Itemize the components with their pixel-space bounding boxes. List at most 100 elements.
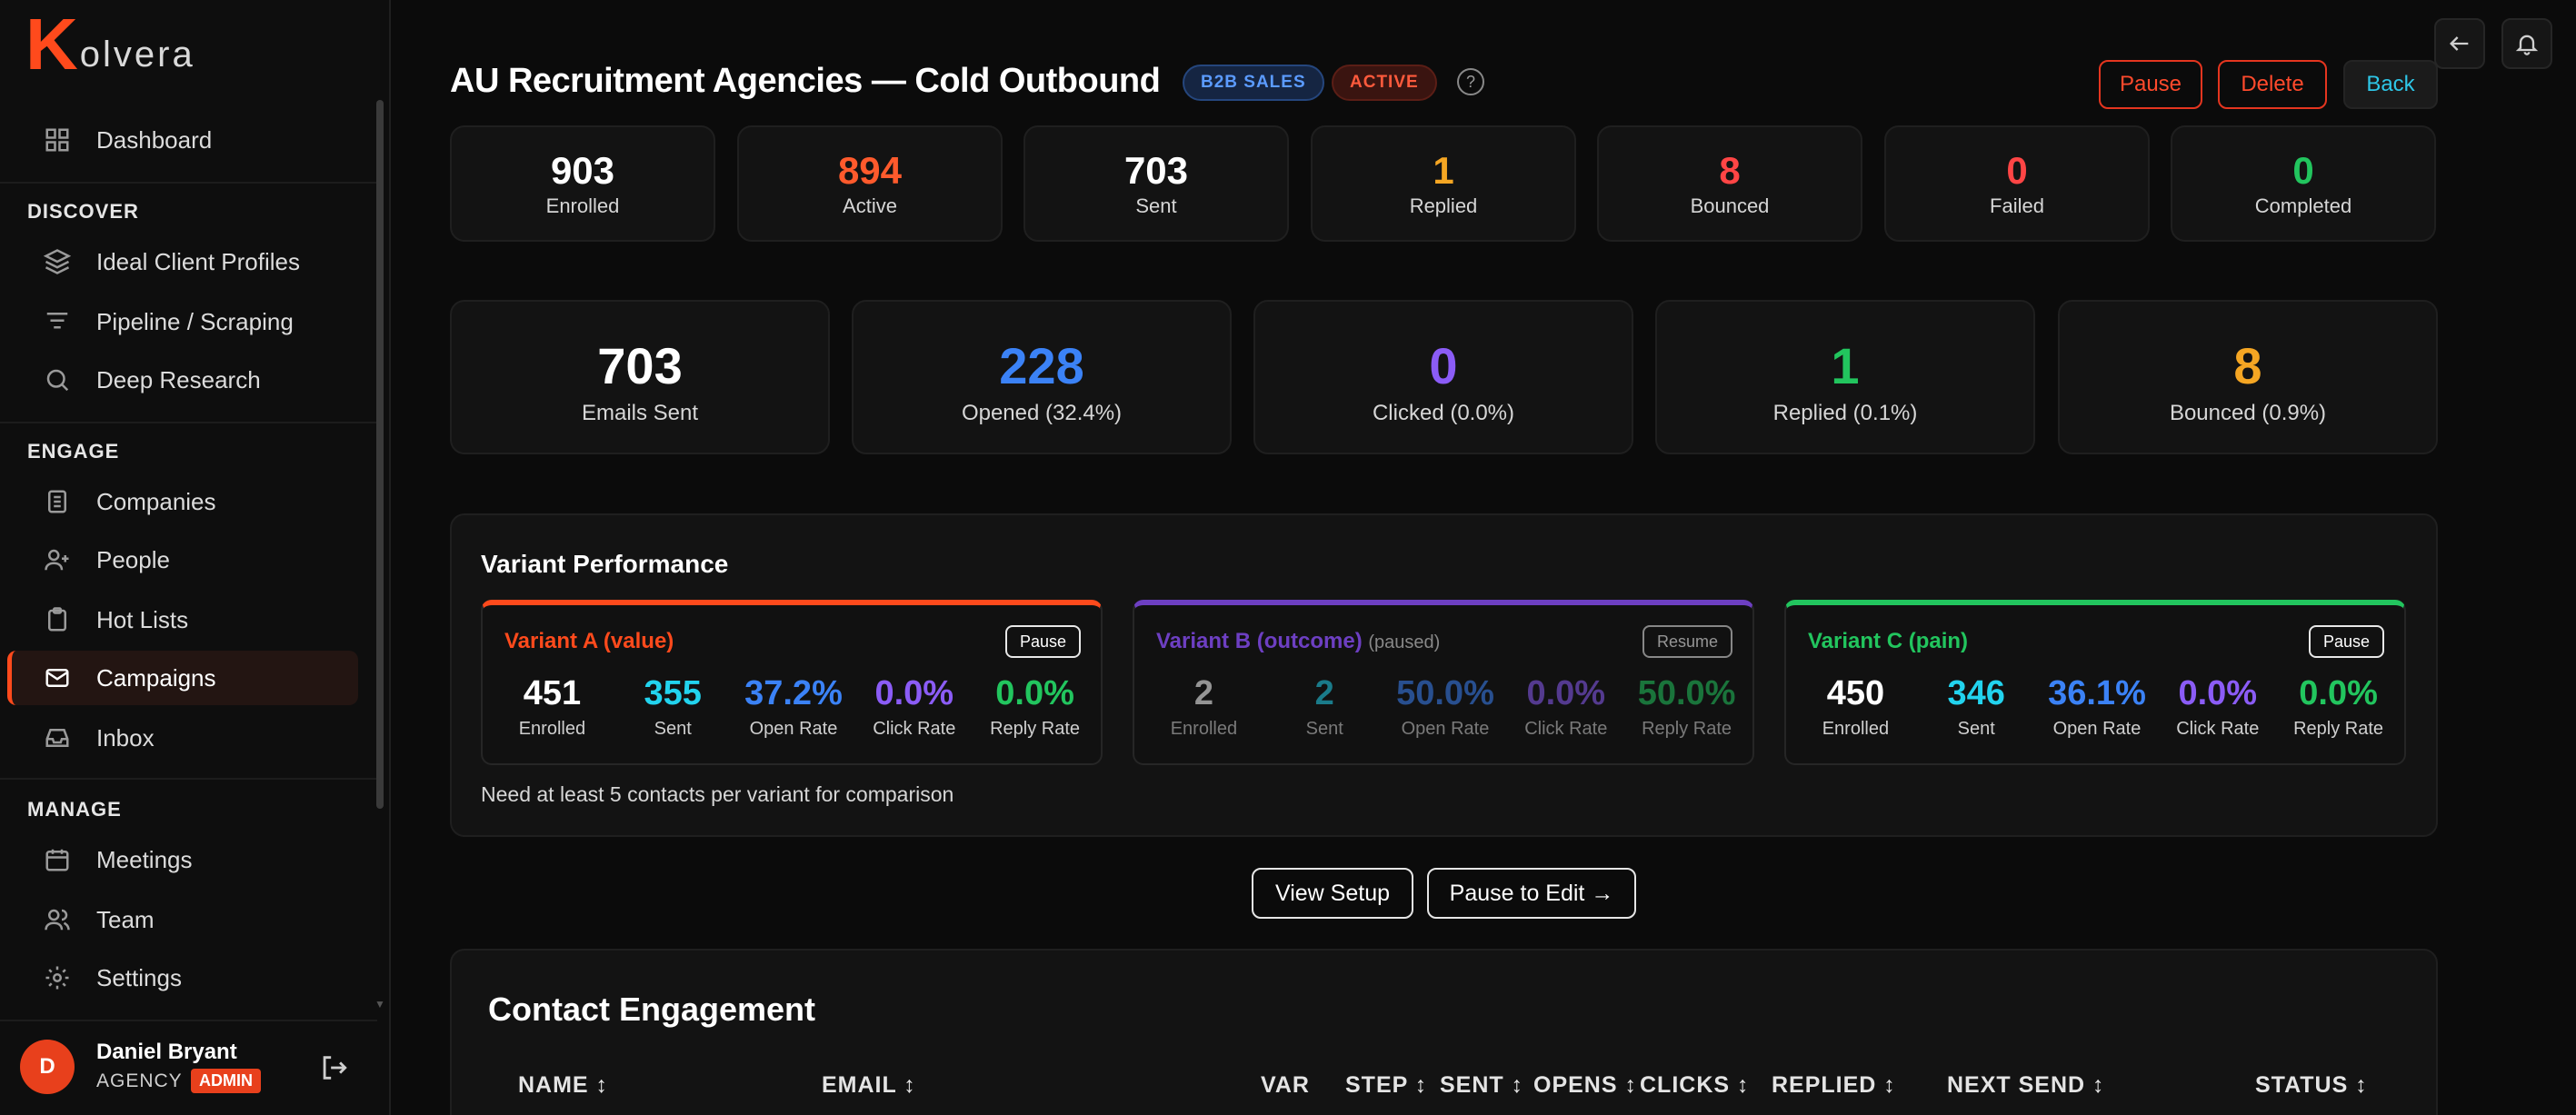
stat-label: Active [843,194,897,217]
inbox-icon [42,722,73,753]
sidebar-item-label: Campaigns [96,663,216,692]
variant-stat: 50.0% Reply Rate [1626,674,1747,740]
sidebar-item-dashboard[interactable]: Dashboard [7,113,358,167]
notifications-button[interactable] [2501,18,2552,69]
email-stat-value: 0 [1429,337,1458,394]
stat-label: Failed [1990,194,2044,217]
stat-card-active: 894 Active [737,125,1003,242]
variant-stat-value: 451 [523,674,582,712]
variant-stat: 2 Sent [1264,674,1385,740]
gear-icon [42,962,73,993]
sidebar-item-settings[interactable]: Settings [7,951,358,1005]
column-header[interactable]: STEP ↕ [1345,1072,1428,1098]
variant-name: Variant B (outcome) (paused) [1156,629,1440,654]
sidebar-item-label: Pipeline / Scraping [96,307,294,335]
back-button[interactable]: Back [2343,60,2438,109]
kolvera-logo[interactable]: K olvera [25,8,195,81]
variant-stat-value: 0.0% [2178,674,2258,712]
stat-value: 903 [550,149,615,192]
stat-value: 894 [837,149,903,192]
variant-stat-value: 37.2% [744,674,843,712]
column-header[interactable]: REPLIED ↕ [1772,1072,1896,1098]
variant-stat-label: Enrolled [518,719,586,739]
variant-stat-label: Click Rate [1524,719,1608,739]
sidebar-item-hot-lists[interactable]: Hot Lists [7,592,358,647]
sidebar-item-people[interactable]: People [7,533,358,587]
sidebar-divider [0,182,377,184]
variant-pause-button[interactable]: Pause [2308,625,2384,658]
column-header[interactable]: STATUS ↕ [2255,1072,2368,1098]
email-stat-value: 703 [597,337,683,394]
grid-icon [42,124,73,155]
variant-resume-button[interactable]: Resume [1642,625,1732,658]
sidebar-item-meetings[interactable]: Meetings [7,832,358,887]
stat-card-enrolled: 903 Enrolled [450,125,715,242]
variant-stat: 450 Enrolled [1795,674,1916,740]
variant-stat: 36.1% Open Rate [2037,674,2158,740]
variant-stat-value: 2 [1193,674,1213,712]
user-profile: D Daniel Bryant AGENCY ADMIN [0,1027,377,1115]
pause-to-edit-button[interactable]: Pause to Edit → [1427,868,1636,919]
sidebar-item-deep-research[interactable]: Deep Research [7,353,358,407]
column-header[interactable]: SENT ↕ [1440,1072,1524,1098]
stat-card-bounced: 8 Bounced [1597,125,1862,242]
sidebar-divider [0,422,377,423]
sidebar-item-team[interactable]: Team [7,892,358,947]
help-icon[interactable]: ? [1457,68,1484,95]
page-title: AU Recruitment Agencies — Cold Outbound [450,62,1161,100]
sidebar-item-ideal-client-profiles[interactable]: Ideal Client Profiles [7,234,358,289]
user-role: AGENCY [96,1070,183,1091]
variant-stat-label: Open Rate [2052,719,2142,739]
scroll-down-arrow[interactable]: ▼ [374,998,385,1010]
column-header[interactable]: VAR [1261,1072,1310,1098]
variant-stat-label: Open Rate [1401,719,1490,739]
avatar[interactable]: D [20,1040,75,1094]
sidebar-item-label: Companies [96,487,216,515]
admin-badge: ADMIN [191,1069,261,1093]
stat-label: Completed [2254,194,2352,217]
variant-stat: 37.2% Open Rate [734,674,854,740]
sidebar-item-label: Inbox [96,723,155,752]
variant-stat-label: Sent [1305,719,1343,739]
variant-name-text: Variant B (outcome) [1156,629,1363,653]
sidebar-item-inbox[interactable]: Inbox [7,711,358,765]
logout-button[interactable] [318,1052,351,1085]
back-arrow-button[interactable] [2434,18,2485,69]
email-stat-value: 228 [999,337,1084,394]
stat-value: 0 [2006,149,2028,192]
campaign-type-badge: B2B SALES [1183,65,1324,101]
sidebar-divider [0,778,377,780]
sidebar-item-pipeline[interactable]: Pipeline / Scraping [7,294,358,349]
stat-value: 1 [1433,149,1454,192]
sidebar-item-companies[interactable]: Companies [7,474,358,529]
variant-stats: 450 Enrolled 346 Sent 36.1% Open Rate 0.0% Clic… [1795,674,2399,740]
variant-pause-button[interactable]: Pause [1004,625,1081,658]
contact-engagement-panel: Contact Engagement NAME ↕ EMAIL ↕ VAR STEP … [450,949,2438,1115]
view-setup-button[interactable]: View Setup [1252,868,1413,919]
stat-label: Replied [1409,194,1478,217]
column-header[interactable]: NAME ↕ [518,1072,609,1098]
status-badge: ACTIVE [1332,65,1437,101]
layers-icon [42,246,73,277]
pause-button[interactable]: Pause [2099,60,2202,109]
variant-stat-value: 50.0% [1396,674,1494,712]
column-header[interactable]: OPENS ↕ [1533,1072,1637,1098]
variant-name-text: Variant A (value) [504,629,674,653]
user-name: Daniel Bryant [96,1040,237,1064]
variant-stat-value: 0.0% [2299,674,2378,712]
delete-button[interactable]: Delete [2218,60,2327,109]
variant-note: Need at least 5 contacts per variant for… [481,782,954,806]
variant-stat-label: Open Rate [749,719,838,739]
filter-icon [42,306,73,337]
variant-stat-value: 355 [644,674,702,712]
variant-name-text: Variant C (pain) [1808,629,1969,653]
sidebar-item-label: Ideal Client Profiles [96,247,300,275]
sidebar-item-label: Team [96,905,155,933]
column-header[interactable]: CLICKS ↕ [1640,1072,1750,1098]
sidebar-item-campaigns[interactable]: Campaigns [7,651,358,705]
column-header[interactable]: NEXT SEND ↕ [1947,1072,2105,1098]
variant-stat-value: 36.1% [2048,674,2146,712]
column-header[interactable]: EMAIL ↕ [822,1072,916,1098]
email-stat-card: 703 Emails Sent [450,300,830,454]
sidebar-scrollbar[interactable] [376,100,384,809]
